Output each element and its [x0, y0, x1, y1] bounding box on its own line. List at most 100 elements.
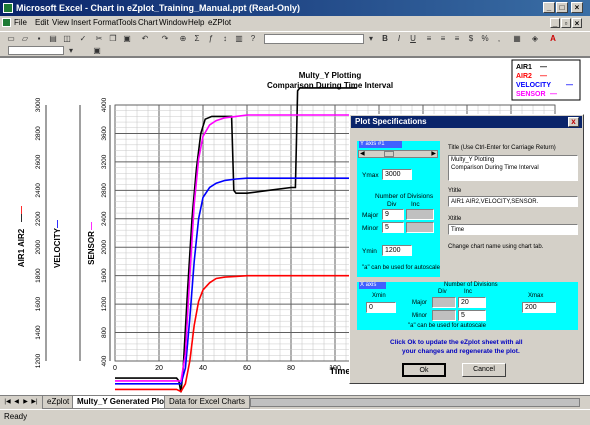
- menu-edit[interactable]: Edit: [35, 18, 49, 27]
- title-line1-value: Multy_Y Plotting: [451, 157, 495, 163]
- menu-tools[interactable]: Tools: [118, 18, 137, 27]
- series-line-velocity: [115, 177, 357, 385]
- minimize-button[interactable]: _: [543, 2, 555, 13]
- currency-icon[interactable]: $: [468, 34, 474, 43]
- scroll-right-icon[interactable]: ▶: [431, 151, 436, 157]
- chart-title-textarea[interactable]: Multy_Y Plotting Comparison During Time …: [448, 155, 578, 181]
- format-object-icon[interactable]: ▣: [93, 46, 101, 55]
- undo-icon[interactable]: ↶: [141, 34, 149, 43]
- print-preview-icon[interactable]: ◫: [63, 34, 71, 43]
- ymin-input[interactable]: 1200: [382, 245, 412, 256]
- plot-specifications-dialog[interactable]: Plot Specifications x Y axis #1 ◀ ▶ Ymax…: [349, 114, 584, 384]
- dialog-close-button[interactable]: x: [568, 117, 579, 127]
- y-axis-scrollbar[interactable]: ◀ ▶: [358, 150, 438, 158]
- x-minor-inc-input[interactable]: 5: [458, 310, 486, 321]
- menu-view[interactable]: View: [52, 18, 70, 27]
- dialog-titlebar[interactable]: Plot Specifications x: [351, 116, 582, 128]
- align-left-icon[interactable]: ≡: [426, 34, 432, 43]
- borders-icon[interactable]: ▦: [513, 34, 521, 43]
- ymax-label: Ymax: [362, 172, 379, 179]
- function-icon[interactable]: ƒ: [208, 34, 214, 43]
- autosum-icon[interactable]: Σ: [194, 34, 200, 43]
- sort-icon[interactable]: ↕: [223, 34, 227, 43]
- xmin-input[interactable]: 0: [366, 302, 396, 313]
- open-icon[interactable]: ▱: [21, 34, 29, 43]
- italic-button[interactable]: I: [397, 34, 401, 43]
- y-major-div-input[interactable]: 9: [382, 209, 404, 220]
- sheet-tab-multy-y[interactable]: Multy_Y Generated Plot: [72, 396, 172, 409]
- font-color-icon[interactable]: A: [550, 34, 556, 43]
- paste-icon[interactable]: ▣: [123, 34, 131, 43]
- ymax-input[interactable]: 3000: [382, 169, 412, 180]
- excel-app-icon[interactable]: [3, 3, 13, 13]
- save-icon[interactable]: ▪: [37, 34, 41, 43]
- ytitle-label: Ytitle: [448, 188, 462, 194]
- air-y-tick-label: 1200: [35, 353, 42, 368]
- percent-icon[interactable]: %: [481, 34, 489, 43]
- new-icon[interactable]: ▭: [7, 34, 15, 43]
- scroll-left-icon[interactable]: ◀: [360, 151, 365, 157]
- menu-file[interactable]: File: [14, 18, 27, 27]
- next-sheet-icon[interactable]: ▶: [23, 399, 28, 405]
- print-icon[interactable]: ▤: [49, 34, 57, 43]
- ytitle-input[interactable]: AIR1 AIR2,VELOCITY,SENSOR.: [448, 196, 578, 207]
- sheet-tab-data[interactable]: Data for Excel Charts: [164, 396, 251, 409]
- menu-bar: File Edit View Insert Format Tools Chart…: [0, 16, 590, 31]
- y-axis-tab[interactable]: Y axis #1: [359, 141, 402, 148]
- align-center-icon[interactable]: ≡: [440, 34, 446, 43]
- menu-help[interactable]: Help: [188, 18, 205, 27]
- sensor-dash: —: [87, 222, 96, 230]
- close-button[interactable]: ×: [571, 2, 583, 13]
- redo-icon[interactable]: ↷: [161, 34, 169, 43]
- underline-button[interactable]: U: [410, 34, 416, 43]
- first-sheet-icon[interactable]: |◀: [4, 399, 11, 405]
- comma-icon[interactable]: ,: [497, 34, 501, 43]
- doc-restore-button[interactable]: ▫: [561, 18, 571, 28]
- y-minor-div-input[interactable]: 5: [382, 222, 404, 233]
- scroll-thumb[interactable]: [384, 151, 394, 157]
- sheet-tab-ezplot[interactable]: eZplot: [42, 396, 75, 409]
- spellcheck-icon[interactable]: ✓: [79, 34, 87, 43]
- x-tick-label: 100: [329, 365, 341, 372]
- help-icon[interactable]: ?: [250, 34, 256, 43]
- legend[interactable]: AIR1 — AIR2 — VELOCITY — SENSOR —: [511, 59, 581, 101]
- cancel-button[interactable]: Cancel: [462, 363, 506, 377]
- menu-chart[interactable]: Chart: [138, 18, 158, 27]
- last-sheet-icon[interactable]: ▶|: [31, 399, 38, 405]
- y-minor-inc-input[interactable]: [406, 222, 434, 233]
- x-autoscale-note: "a" can be used for autoscale: [408, 323, 486, 329]
- chart-object-select[interactable]: [8, 46, 64, 55]
- cut-icon[interactable]: ✂: [95, 34, 103, 43]
- horizontal-scrollbar[interactable]: [250, 398, 580, 407]
- maximize-button[interactable]: □: [556, 2, 568, 13]
- y-tick-labels: 1200 1400 1600 1800 2000 2200 2400 2600 2800 3000…: [35, 97, 108, 368]
- fill-color-icon[interactable]: ◈: [531, 34, 539, 43]
- xmax-input[interactable]: 200: [522, 302, 556, 313]
- doc-close-button[interactable]: ×: [572, 18, 582, 28]
- x-axis-tab[interactable]: X axis: [359, 282, 386, 289]
- prev-sheet-icon[interactable]: ◀: [14, 399, 19, 405]
- font-name-select[interactable]: [264, 34, 364, 44]
- menu-format[interactable]: Format: [93, 18, 119, 27]
- menu-ezplot[interactable]: eZPlot: [208, 18, 232, 27]
- x-major-div-input[interactable]: [432, 297, 456, 308]
- ok-button[interactable]: Ok: [402, 363, 446, 377]
- font-size-arrow-icon[interactable]: ▾: [368, 34, 373, 43]
- xtitle-input[interactable]: Time: [448, 224, 578, 235]
- hyperlink-icon[interactable]: ⊕: [179, 34, 187, 43]
- menu-insert[interactable]: Insert: [71, 18, 92, 27]
- chart-object-arrow-icon[interactable]: ▾: [68, 46, 73, 55]
- standard-toolbar: ▭ ▱ ▪ ▤ ◫ ✓ ✂ ❐ ▣ ↶ ↷ ⊕ Σ ƒ ↕ ▥ ? ▾ B I …: [0, 31, 590, 47]
- copy-icon[interactable]: ❐: [109, 34, 117, 43]
- menu-window[interactable]: Window: [159, 18, 188, 27]
- workbook-icon[interactable]: [2, 18, 11, 27]
- chart-wizard-icon[interactable]: ▥: [235, 34, 243, 43]
- doc-minimize-button[interactable]: _: [550, 18, 560, 28]
- x-major-inc-input[interactable]: 20: [458, 297, 486, 308]
- align-right-icon[interactable]: ≡: [454, 34, 460, 43]
- sensor-y-tick-label: 1600: [101, 268, 108, 283]
- x-minor-div-input[interactable]: [432, 310, 456, 321]
- y-major-inc-input[interactable]: [406, 209, 434, 220]
- window-titlebar[interactable]: Microsoft Excel - Chart in eZplot_Traini…: [0, 0, 590, 16]
- bold-button[interactable]: B: [382, 34, 388, 43]
